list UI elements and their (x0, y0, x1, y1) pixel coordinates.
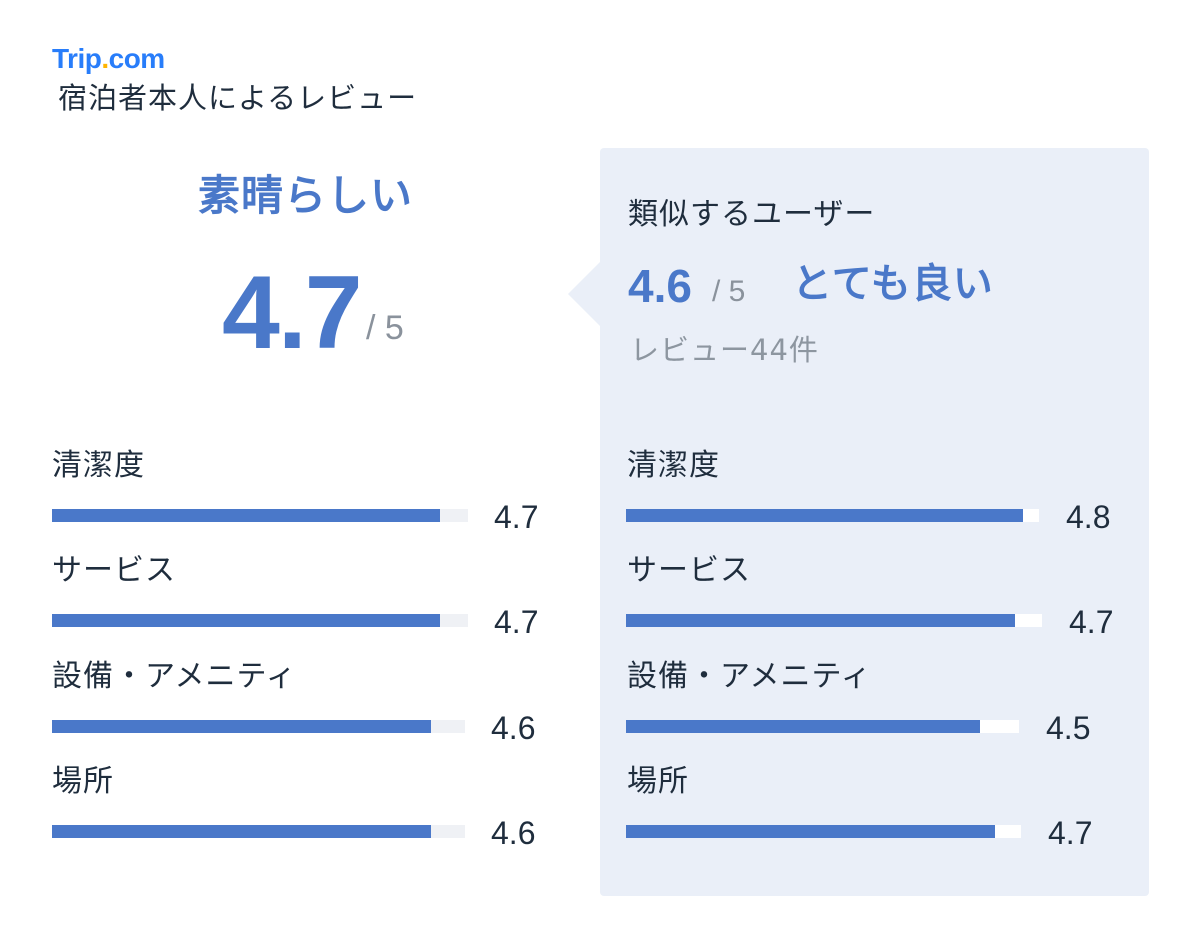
similar-users-score: 4.6 (628, 260, 692, 312)
trip-com-logo: Trip.com (52, 42, 165, 76)
rating-bar-service (52, 614, 468, 627)
rating-bar-amenities (52, 720, 465, 733)
category-label-service: サービス (52, 553, 176, 588)
rating-bar-fill (626, 509, 1023, 522)
similar-users-title: 類似するユーザー (628, 197, 876, 232)
overall-score-max: / 5 (366, 309, 404, 347)
rating-bar-location (52, 825, 465, 838)
similar-category-value-amenities: 4.5 (1046, 710, 1091, 746)
similar-users-score-max: / 5 (712, 275, 746, 308)
similar-rating-bar-service (626, 614, 1042, 627)
similar-category-label-amenities: 設備・アメニティ (627, 659, 872, 694)
rating-bar-fill (52, 509, 440, 522)
panel-pointer-caret (568, 262, 600, 326)
similar-category-label-service: サービス (627, 553, 751, 588)
rating-bar-cleanliness (52, 509, 468, 522)
overall-score: 4.7 (222, 255, 363, 371)
similar-category-label-location: 場所 (627, 764, 689, 799)
overall-rating-label: 素晴らしい (198, 171, 414, 220)
category-value-amenities: 4.6 (491, 710, 536, 746)
similar-users-review-count: レビュー44件 (630, 333, 819, 367)
logo-suffix: com (108, 43, 166, 74)
rating-bar-fill (626, 614, 1015, 627)
similar-rating-bar-cleanliness (626, 509, 1039, 522)
category-label-location: 場所 (52, 764, 114, 799)
similar-category-value-cleanliness: 4.8 (1066, 499, 1111, 535)
category-value-service: 4.7 (494, 604, 539, 640)
category-value-cleanliness: 4.7 (494, 499, 539, 535)
rating-bar-fill (52, 720, 431, 733)
similar-users-panel (600, 148, 1149, 896)
similar-rating-bar-location (626, 825, 1021, 838)
rating-bar-fill (52, 614, 440, 627)
similar-category-label-cleanliness: 清潔度 (627, 448, 720, 483)
category-value-location: 4.6 (491, 815, 536, 851)
similar-category-value-service: 4.7 (1069, 604, 1114, 640)
section-subtitle: 宿泊者本人によるレビュー (58, 81, 418, 115)
similar-users-rating-label: とても良い (792, 261, 994, 307)
logo-text: Trip (52, 43, 102, 74)
rating-bar-fill (52, 825, 431, 838)
similar-category-value-location: 4.7 (1048, 815, 1093, 851)
similar-rating-bar-amenities (626, 720, 1019, 733)
category-label-cleanliness: 清潔度 (52, 448, 145, 483)
rating-bar-fill (626, 720, 980, 733)
rating-bar-fill (626, 825, 995, 838)
logo-dot: . (101, 43, 109, 74)
category-label-amenities: 設備・アメニティ (52, 659, 297, 694)
